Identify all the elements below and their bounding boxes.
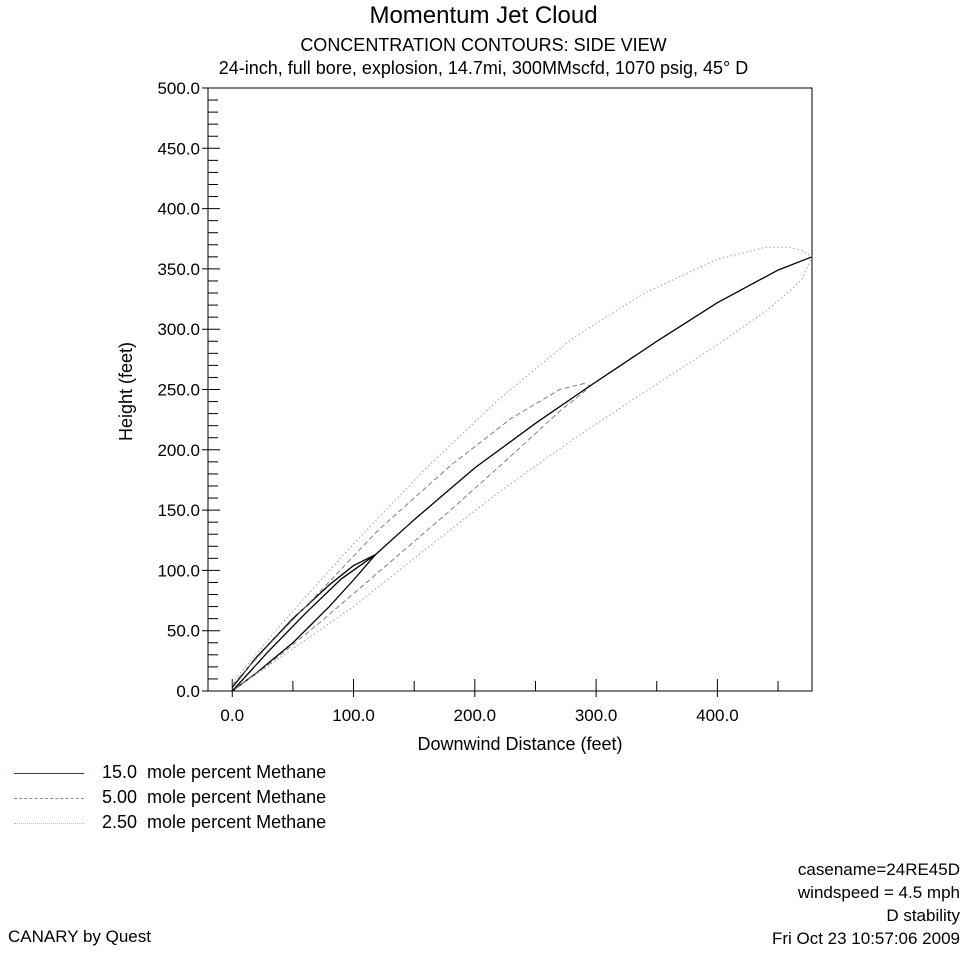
chart-title: Momentum Jet Cloud [369,2,598,29]
y-tick-label: 150.0 [157,501,200,520]
chart-subtitle-details: 24-inch, full bore, explosion, 14.7mi, 3… [218,58,749,78]
case-info: casename=24RE45D windspeed = 4.5 mph D s… [772,858,960,950]
windspeed-text: windspeed = 4.5 mph [797,883,960,902]
x-tick-label: 300.0 [575,706,618,725]
jet-centerline [231,256,813,692]
y-tick-label: 400.0 [157,200,200,219]
axis-tick-labels: 0.0 50.0 100.0 150.0 200.0 250.0 300.0 350.0 400… [157,79,738,725]
timestamp-text: Fri Oct 23 10:57:06 2009 [771,929,960,948]
y-tick-label: 450.0 [157,139,200,158]
legend-label: 15.0 mole percent Methane [102,762,327,782]
contour-dotted [231,246,813,692]
x-tick-label: 100.0 [332,706,375,725]
concentration-contours [231,246,813,692]
casename-text: casename=24RE45D [797,860,960,879]
y-tick-label: 0.0 [176,682,200,701]
y-tick-label: 200.0 [157,441,200,460]
y-tick-label: 500.0 [157,79,200,98]
legend-swatch-dotted-green [14,823,84,824]
x-tick-label: 400.0 [696,706,739,725]
x-tick-label: 200.0 [454,706,497,725]
y-axis-label: Height (feet) [116,342,136,441]
y-tick-label: 100.0 [157,561,200,580]
software-credit: CANARY by Quest [8,927,151,946]
axis-ticks [202,87,779,697]
legend-label: 5.00 mole percent Methane [102,787,327,807]
contour-solid [231,554,376,692]
legend-label: 2.50 mole percent Methane [102,812,327,832]
legend-swatch-dashed-gray [14,798,84,799]
y-tick-label: 250.0 [157,381,200,400]
y-tick-label: 350.0 [157,260,200,279]
stability-text: D stability [886,906,960,925]
contour-dashed [231,382,591,692]
x-axis-label: Downwind Distance (feet) [417,734,622,754]
x-tick-label: 0.0 [220,706,244,725]
y-tick-label: 300.0 [157,320,200,339]
legend-swatch-solid-red [14,773,84,774]
y-tick-label: 50.0 [167,622,200,641]
chart-subtitle: CONCENTRATION CONTOURS: SIDE VIEW [300,35,667,55]
plot-area: 0.0 50.0 100.0 150.0 200.0 250.0 300.0 350.0 400… [116,79,813,754]
